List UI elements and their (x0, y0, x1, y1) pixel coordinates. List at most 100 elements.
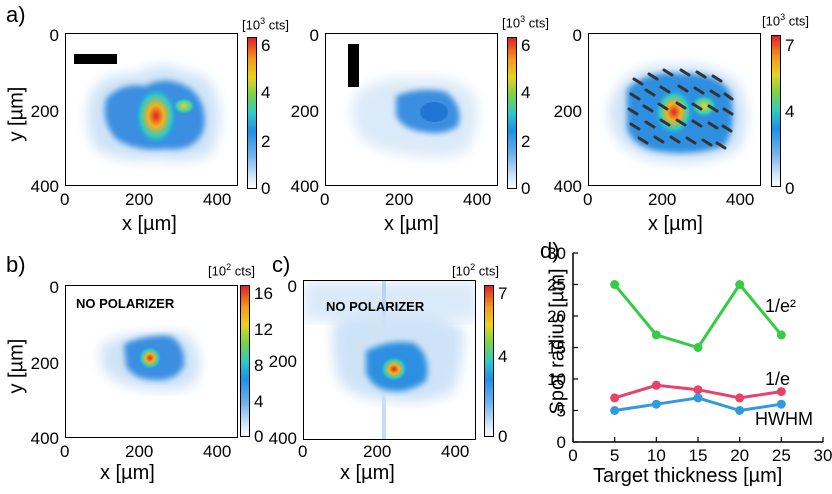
data-point (651, 380, 661, 390)
data-point (735, 280, 745, 289)
data-point (610, 393, 620, 403)
scale-bar (348, 44, 359, 87)
data-point (776, 399, 786, 409)
x-tick: 0 (60, 190, 70, 209)
x-tick-label: 25 (772, 446, 791, 465)
colorbar-a3 (771, 35, 781, 187)
cbar-unit: [103 cts] (762, 12, 809, 29)
series-label: 1/e (765, 369, 790, 389)
data-point (735, 393, 745, 403)
cbar-tick: 4 (261, 83, 271, 102)
panel-letter-d: d) (540, 238, 560, 263)
x-tick: 200 (385, 190, 414, 209)
x-tick: 0 (298, 442, 308, 461)
x-tick: 200 (125, 190, 154, 209)
cbar-unit: [102 cts] (452, 262, 499, 279)
heatmap-b-image (101, 331, 200, 391)
x-tick: 200 (648, 190, 677, 209)
cbar-unit: [103 cts] (502, 14, 549, 31)
heatmap-c: NO POLARIZER 0 200 400 0 200 400 (269, 278, 476, 460)
data-point (735, 406, 745, 415)
series-label: 1/e² (765, 296, 796, 316)
heatmap-c-image (304, 281, 475, 439)
y-tick: 400 (30, 429, 59, 448)
heatmap-a1-image (87, 65, 220, 162)
x-tick: 0 (60, 442, 70, 461)
y-tick: 0 (49, 278, 59, 297)
y-tick: 400 (553, 177, 582, 196)
heatmap-a3: 0 200 400 0 200 400 (554, 27, 761, 208)
y-tick: 400 (30, 177, 59, 196)
cbar-tick: 6 (521, 36, 531, 55)
series-line (614, 396, 782, 413)
cbar-tick: 0 (521, 179, 531, 198)
cbar-tick: 6 (261, 36, 271, 55)
no-polarizer-label: NO POLARIZER (76, 296, 175, 311)
panel-letter-c: c) (272, 252, 291, 277)
x-tick: 400 (726, 190, 755, 209)
x-axis-label: x [µm] (384, 213, 439, 235)
y-axis-label: y [µm] (5, 86, 28, 142)
data-point (610, 406, 620, 415)
heatmap-b: NO POLARIZER 0 200 400 0 200 400 (31, 279, 238, 460)
chart-y-axis-label: Spot radius [µm] (546, 268, 569, 415)
no-polarizer-label: NO POLARIZER (326, 299, 425, 314)
y-tick: 0 (49, 26, 59, 45)
y-tick: 200 (30, 102, 59, 121)
data-point (693, 393, 703, 403)
y-tick: 200 (290, 102, 319, 121)
y-tick: 0 (572, 26, 582, 45)
y-axis-label: y [µm] (5, 338, 28, 394)
x-axis-label: x [µm] (122, 213, 177, 235)
x-tick: 400 (203, 442, 232, 461)
x-tick: 400 (463, 190, 492, 209)
cbar-tick: 7 (498, 284, 508, 303)
cbar-unit: [102 cts] (208, 262, 255, 279)
colorbar-a1 (247, 37, 257, 189)
cbar-tick: 12 (254, 320, 273, 339)
y-tick: 400 (290, 177, 319, 196)
y-tick: 0 (287, 277, 297, 296)
data-point (776, 330, 786, 340)
y-tick: 0 (309, 26, 319, 45)
y-tick: 200 (553, 102, 582, 121)
cbar-tick: 4 (254, 392, 264, 411)
data-point (693, 343, 703, 352)
data-point (651, 330, 661, 340)
cbar-tick: 8 (254, 356, 264, 375)
x-tick: 0 (583, 190, 593, 209)
cbar-tick: 0 (498, 427, 508, 446)
cbar-tick: 0 (261, 179, 271, 198)
series-label: HWHM (755, 409, 813, 429)
cbar-tick: 4 (498, 347, 508, 366)
cbar-tick: 4 (785, 102, 795, 121)
panel-letter-a: a) (6, 2, 26, 27)
data-point (776, 387, 786, 397)
series-line (613, 281, 783, 350)
cbar-tick: 2 (521, 132, 531, 151)
cbar-tick: 7 (785, 36, 795, 55)
cbar-tick: 2 (261, 132, 271, 151)
cbar-tick: 16 (254, 284, 273, 303)
x-axis-label: x [µm] (100, 462, 155, 484)
x-tick: 400 (203, 190, 232, 209)
x-axis-label: x [µm] (648, 213, 703, 235)
y-tick: 200 (30, 354, 59, 373)
heatmap-a3-image (609, 64, 747, 163)
x-tick-label: 0 (568, 446, 577, 465)
scale-bar (74, 54, 117, 64)
heatmap-a2: 0 200 400 0 200 400 (291, 27, 498, 208)
data-point (651, 399, 661, 409)
cbar-tick: 0 (254, 427, 264, 446)
colorbar-b (240, 285, 250, 437)
heatmap-a1: 0 200 400 0 200 400 (31, 27, 238, 208)
cbar-tick: 4 (521, 83, 531, 102)
y-tick: 400 (268, 429, 297, 448)
x-tick-label: 20 (730, 446, 749, 465)
y-tick-label: 0 (557, 433, 566, 452)
panel-letter-b: b) (6, 252, 26, 277)
x-tick: 400 (441, 442, 470, 461)
x-tick: 200 (125, 442, 154, 461)
colorbar-c (484, 285, 494, 437)
x-tick-label: 5 (610, 446, 619, 465)
